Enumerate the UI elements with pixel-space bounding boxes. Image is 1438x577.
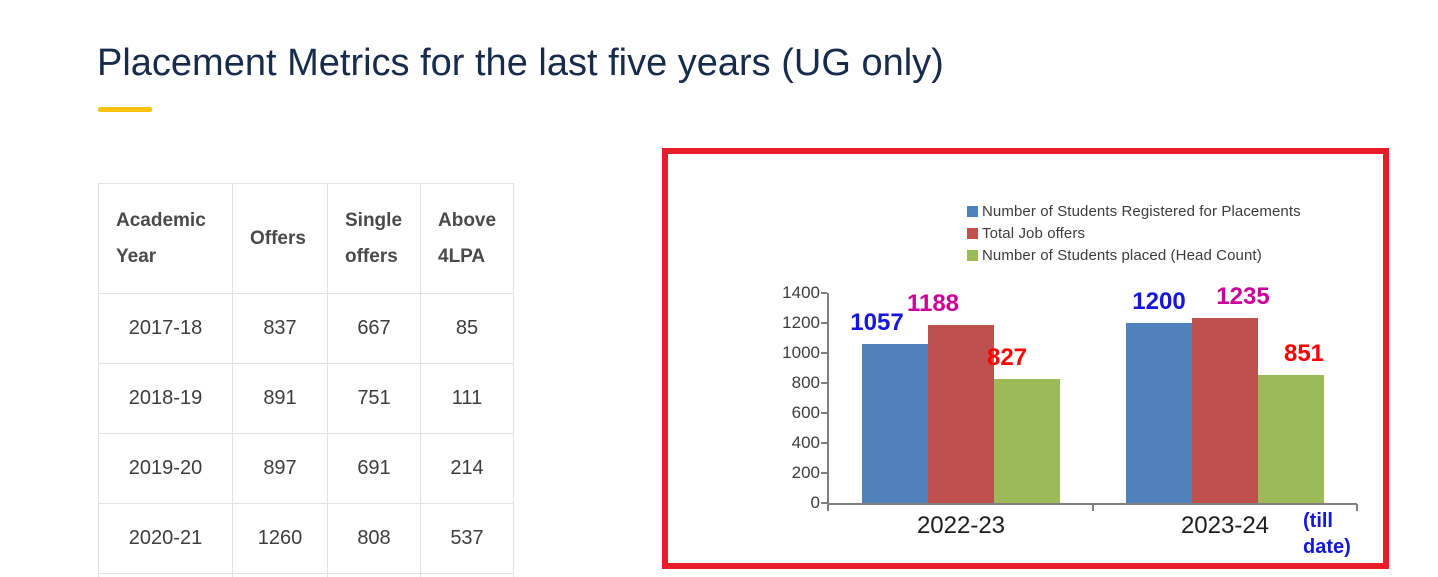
bar (928, 325, 994, 503)
y-axis-tick (821, 292, 827, 294)
table-row-partial (98, 573, 514, 577)
y-tick-label: 1400 (782, 283, 820, 302)
legend-swatch-icon (967, 205, 978, 217)
y-tick-label: 1000 (782, 343, 820, 362)
bar-value-label: 1235 (1216, 283, 1270, 310)
y-tick-label: 400 (791, 433, 820, 452)
y-axis-tick (821, 502, 827, 504)
y-tick-label: 0 (810, 493, 820, 512)
y-axis-tick (821, 352, 827, 354)
bar-value-label: 851 (1283, 340, 1325, 367)
till-date-annotation: (till date) (1303, 510, 1351, 558)
table-row: 2020-21 1260 808 537 (98, 503, 514, 574)
y-tick-label: 800 (791, 373, 820, 392)
x-category-label: 2022-23 (916, 512, 1006, 539)
bar-value-label: 827 (986, 344, 1028, 371)
bar (1192, 318, 1258, 503)
legend-label: Total Job offers (982, 224, 1086, 242)
chart-legend: Number of Students Registered for Placem… (967, 200, 1301, 266)
placement-metrics-table: Academic Year Offers Single offers Above 4L… (98, 183, 514, 577)
legend-label: Number of Students placed (Head Count) (982, 246, 1262, 264)
table-cell: 537 (420, 503, 514, 574)
table-row: 2018-19 891 751 111 (98, 363, 514, 434)
table-cell: 2018-19 (98, 363, 233, 434)
bar (1258, 375, 1324, 503)
table-cell: 667 (327, 293, 421, 364)
bar (862, 344, 928, 503)
title-accent-bar (98, 107, 152, 112)
table-cell (420, 573, 514, 577)
table-cell: 1260 (232, 503, 328, 574)
legend-item: Number of Students placed (Head Count) (967, 244, 1301, 266)
table-cell: 2019-20 (98, 433, 233, 504)
column-header: Academic Year (98, 183, 233, 294)
table-cell: 837 (232, 293, 328, 364)
y-axis-tick (821, 322, 827, 324)
table-cell: 808 (327, 503, 421, 574)
table-cell: 751 (327, 363, 421, 434)
table-cell: 897 (232, 433, 328, 504)
page-title: Placement Metrics for the last five year… (97, 42, 944, 84)
table-cell: 111 (420, 363, 514, 434)
chart-frame: Number of Students Registered for Placem… (662, 148, 1389, 569)
bar-value-label: 1200 (1132, 288, 1186, 315)
y-axis-tick (821, 412, 827, 414)
y-axis-tick (821, 472, 827, 474)
y-axis-tick (821, 442, 827, 444)
table-cell: 214 (420, 433, 514, 504)
x-axis-tick (827, 504, 829, 511)
column-header: Single offers (327, 183, 421, 294)
table-row: 2017-18 837 667 85 (98, 293, 514, 364)
column-header: Above 4LPA (420, 183, 514, 294)
legend-item: Total Job offers (967, 222, 1301, 244)
legend-item: Number of Students Registered for Placem… (967, 200, 1301, 222)
x-category-label: 2023-24 (1180, 512, 1270, 539)
column-header: Offers (232, 183, 328, 294)
table-header-row: Academic Year Offers Single offers Above 4L… (98, 183, 514, 294)
table-cell (327, 573, 421, 577)
y-tick-label: 200 (791, 463, 820, 482)
x-axis-tick (1356, 504, 1358, 511)
table-row: 2019-20 897 691 214 (98, 433, 514, 504)
legend-swatch-icon (967, 249, 978, 261)
plot-area: Number of Students Registered for Placem… (668, 154, 1383, 563)
legend-swatch-icon (967, 227, 978, 239)
table-cell: 891 (232, 363, 328, 434)
bar-value-label: 1057 (850, 309, 904, 336)
table-cell (98, 573, 233, 577)
y-axis-tick (821, 382, 827, 384)
y-tick-label: 600 (791, 403, 820, 422)
bar (994, 379, 1060, 503)
table-cell: 2017-18 (98, 293, 233, 364)
table-cell: 691 (327, 433, 421, 504)
y-axis-line (827, 293, 829, 504)
y-tick-label: 1200 (782, 313, 820, 332)
bar (1126, 323, 1192, 503)
table-cell (232, 573, 328, 577)
x-axis-tick (1092, 504, 1094, 511)
bar-value-label: 1188 (906, 290, 960, 317)
legend-label: Number of Students Registered for Placem… (982, 202, 1301, 220)
table-cell: 2020-21 (98, 503, 233, 574)
table-cell: 85 (420, 293, 514, 364)
